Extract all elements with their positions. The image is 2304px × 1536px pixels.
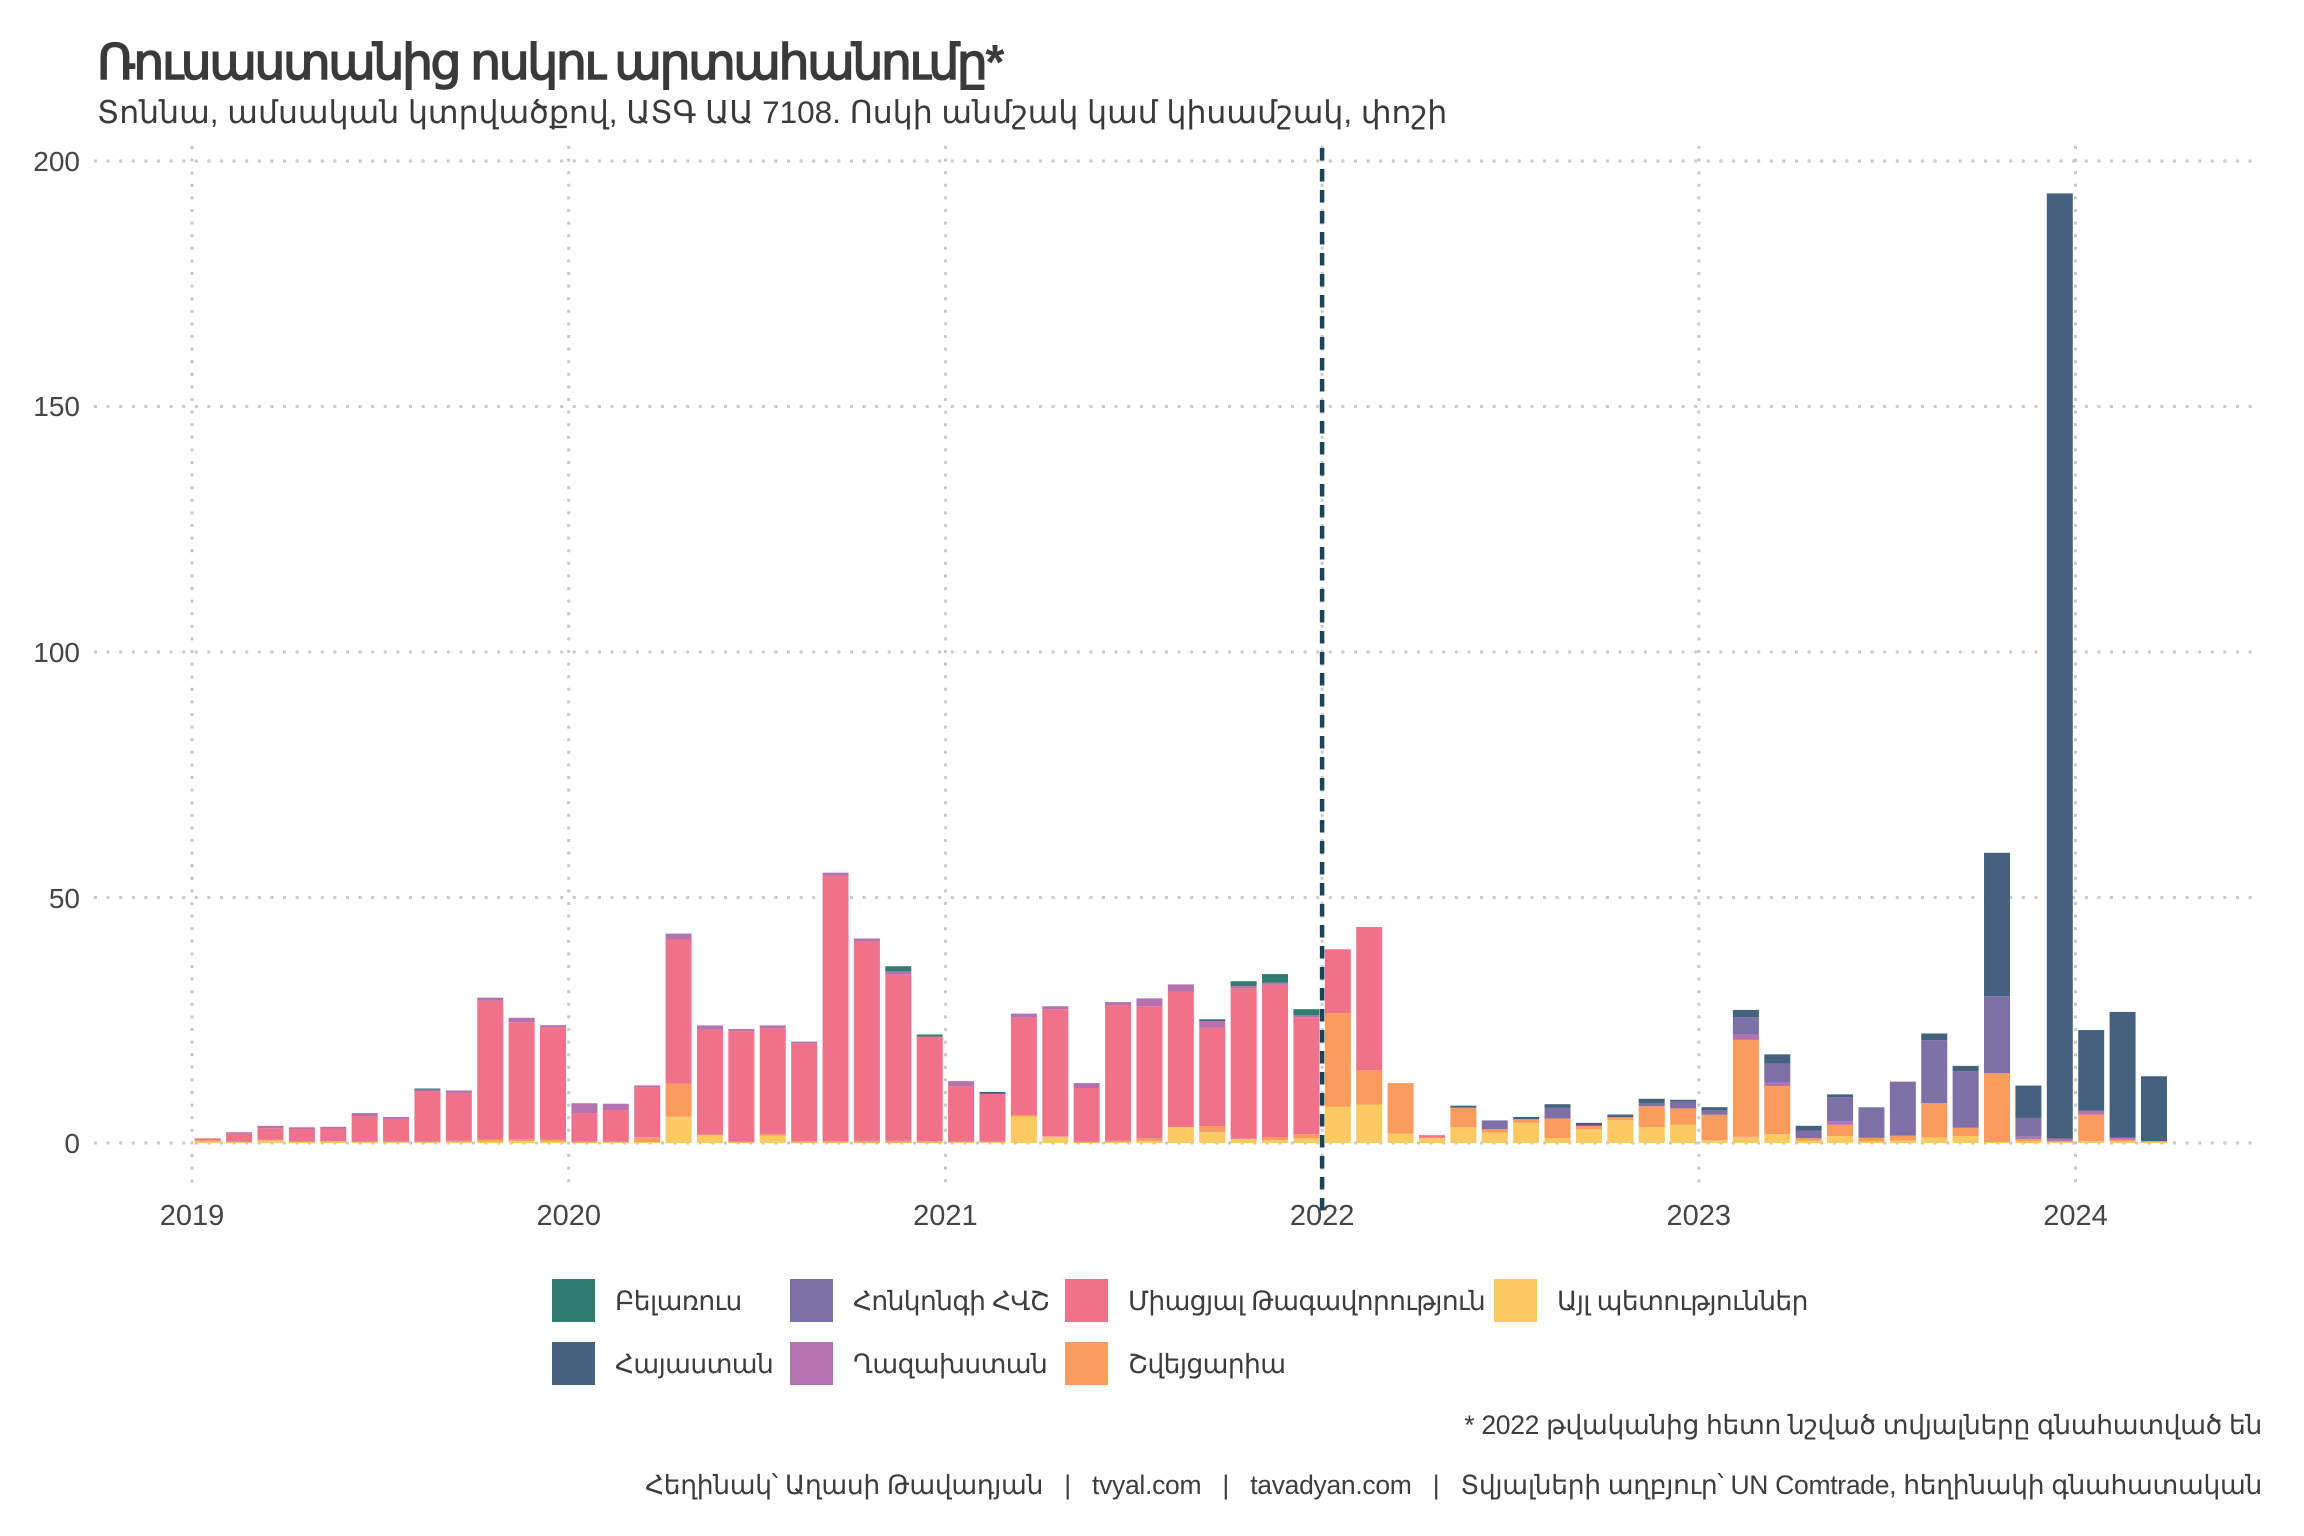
svg-text:0: 0 — [64, 1128, 80, 1159]
svg-text:Միացյալ Թագավորություն: Միացյալ Թագավորություն — [1128, 1286, 1485, 1316]
svg-text:150: 150 — [33, 391, 80, 422]
svg-text:200: 200 — [33, 146, 80, 177]
svg-text:Հոնկոնգի ՀՎՇ: Հոնկոնգի ՀՎՇ — [853, 1286, 1049, 1316]
svg-text:Բելառուս: Բելառուս — [615, 1286, 742, 1316]
svg-text:Ղազախստան: Ղազախստան — [853, 1349, 1047, 1379]
svg-text:Շվեյցարիա: Շվեյցարիա — [1128, 1349, 1285, 1379]
svg-text:2024: 2024 — [2043, 1200, 2108, 1232]
svg-text:Հայաստան: Հայաստան — [615, 1349, 773, 1379]
svg-text:2021: 2021 — [913, 1200, 978, 1232]
svg-text:Ռուսաստանից ոսկու արտահանումը*: Ռուսաստանից ոսկու արտահանումը* — [97, 36, 1005, 90]
svg-text:50: 50 — [49, 883, 80, 914]
svg-text:Հեղինակ՝ Աղասի Թավադյան |: Հեղինակ՝ Աղասի Թավադյան | tvyal.com | ta… — [645, 1470, 2262, 1500]
svg-text:2023: 2023 — [1667, 1200, 1732, 1232]
svg-text:2019: 2019 — [160, 1200, 225, 1232]
svg-text:2020: 2020 — [536, 1200, 601, 1232]
svg-text:Այլ պետություններ: Այլ պետություններ — [1557, 1286, 1808, 1316]
svg-text:Տոննա, ամսական կտրվածքով, ԱՏԳ: Տոննա, ամսական կտրվածքով, ԱՏԳ ԱԱ 7108. Ո… — [97, 94, 1447, 130]
svg-text:100: 100 — [33, 637, 80, 668]
svg-text:2022: 2022 — [1290, 1200, 1355, 1232]
svg-text:* 2022 թվականից հետո նշված տվյ: * 2022 թվականից հետո նշված տվյալները գնա… — [1464, 1410, 2262, 1440]
